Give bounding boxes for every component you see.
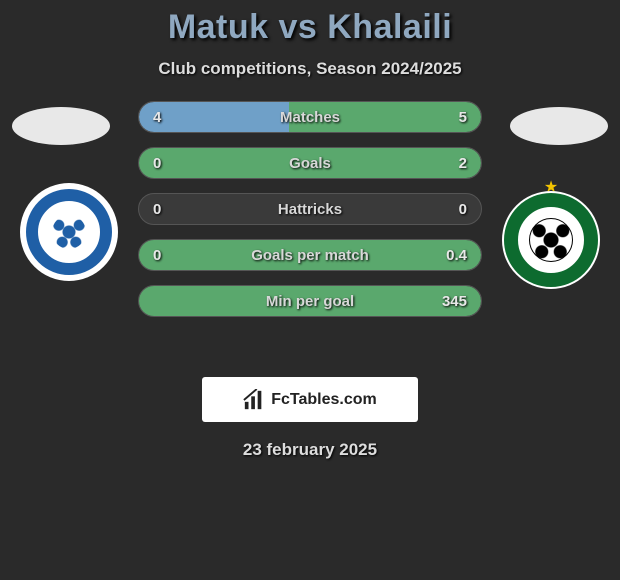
infographic-root: Matuk vs Khalaili Club competitions, Sea… [0, 0, 620, 460]
stat-row: 45Matches [138, 101, 482, 133]
team-badge-right: ★ [502, 191, 600, 289]
stat-label: Goals per match [139, 247, 481, 264]
stat-label: Min per goal [139, 293, 481, 310]
stat-row: 02Goals [138, 147, 482, 179]
brand-badge: FcTables.com [202, 377, 418, 422]
bar-chart-icon [243, 389, 265, 411]
stat-row: 00.4Goals per match [138, 239, 482, 271]
page-subtitle: Club competitions, Season 2024/2025 [0, 59, 620, 79]
stats-column: 45Matches 02Goals 00Hattricks 00.4Goals per… [138, 101, 482, 331]
stat-label: Matches [139, 109, 481, 126]
player-photo-left [12, 107, 110, 145]
stat-label: Goals [139, 155, 481, 172]
team-badge-left [20, 183, 118, 281]
stat-row: 00Hattricks [138, 193, 482, 225]
player-photo-right [510, 107, 608, 145]
page-title: Matuk vs Khalaili [0, 8, 620, 47]
stat-label: Hattricks [139, 201, 481, 218]
badge-circle [20, 183, 118, 281]
date-line: 23 february 2025 [0, 440, 620, 460]
stat-row: 345Min per goal [138, 285, 482, 317]
soccer-ball-icon [52, 215, 86, 249]
brand-text: FcTables.com [271, 391, 377, 409]
soccer-ball-icon [529, 218, 573, 262]
comparison-area: ★ 45Matches02Goals00Hattricks00.4Goals p… [0, 109, 620, 359]
badge-circle [502, 191, 600, 289]
